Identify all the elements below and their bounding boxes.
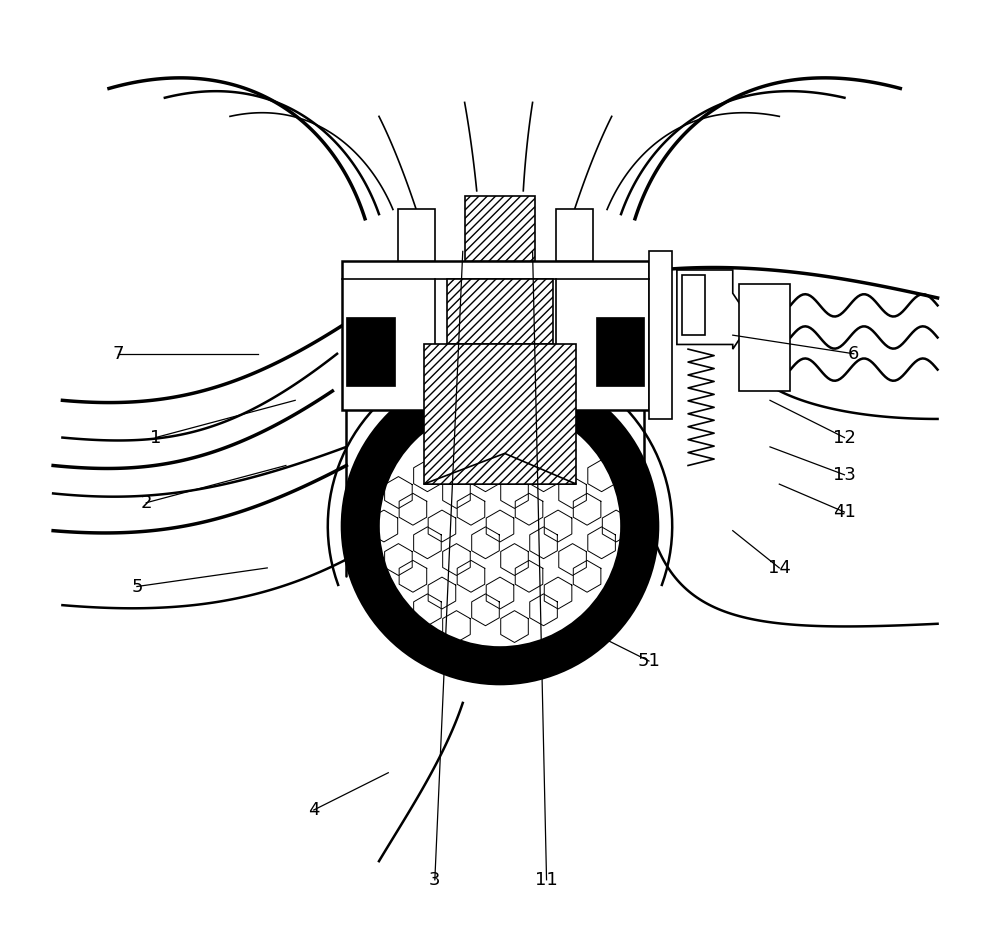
Bar: [346, 317, 395, 386]
Text: 4: 4: [308, 801, 320, 819]
Bar: [596, 317, 644, 386]
Bar: [465, 196, 535, 261]
Circle shape: [342, 368, 658, 684]
Circle shape: [379, 405, 621, 647]
Text: 2: 2: [140, 493, 152, 512]
Text: 11: 11: [535, 870, 558, 889]
Text: 1: 1: [150, 428, 161, 447]
Bar: [424, 344, 576, 484]
Bar: [649, 251, 672, 419]
Bar: [447, 279, 553, 344]
Bar: [398, 209, 435, 261]
Text: 3: 3: [429, 870, 441, 889]
Text: 6: 6: [848, 344, 859, 363]
Text: 13: 13: [833, 466, 856, 484]
Text: 14: 14: [768, 559, 791, 577]
Bar: [682, 275, 705, 335]
Polygon shape: [677, 270, 751, 349]
Bar: [739, 284, 790, 391]
Bar: [556, 209, 593, 261]
Text: 5: 5: [131, 577, 143, 596]
Text: 12: 12: [833, 428, 856, 447]
Text: 51: 51: [638, 652, 660, 670]
Text: 41: 41: [833, 503, 856, 521]
Bar: [342, 261, 649, 410]
Text: 7: 7: [113, 344, 124, 363]
Polygon shape: [424, 453, 576, 484]
